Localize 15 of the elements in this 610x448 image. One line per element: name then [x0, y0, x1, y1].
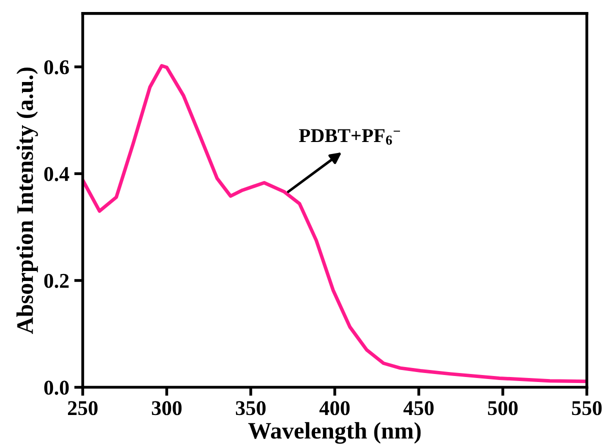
x-axis-title: Wavelength (nm) — [248, 422, 421, 444]
x-tick-label: 350 — [236, 401, 266, 416]
y-tick-label: 0.0 — [44, 380, 69, 395]
line-series — [82, 64, 587, 384]
y-tick-label: 0.2 — [44, 274, 69, 288]
y-axis-title: Absorption Intensity (a.u.) — [16, 68, 38, 334]
x-tick-label: 300 — [152, 401, 182, 416]
y-tick-label: 0.4 — [44, 167, 70, 182]
x-tick-label: 550 — [572, 401, 602, 416]
x-tick-label: 400 — [319, 401, 350, 416]
y-tick-label: 0.6 — [44, 60, 69, 74]
annotation: PDBT+PF$_{6}$$^{−}$ — [299, 129, 400, 145]
x-tick-label: 500 — [488, 401, 518, 416]
x-tick-label: 250 — [68, 401, 98, 416]
x-tick-label: 450 — [403, 401, 434, 416]
